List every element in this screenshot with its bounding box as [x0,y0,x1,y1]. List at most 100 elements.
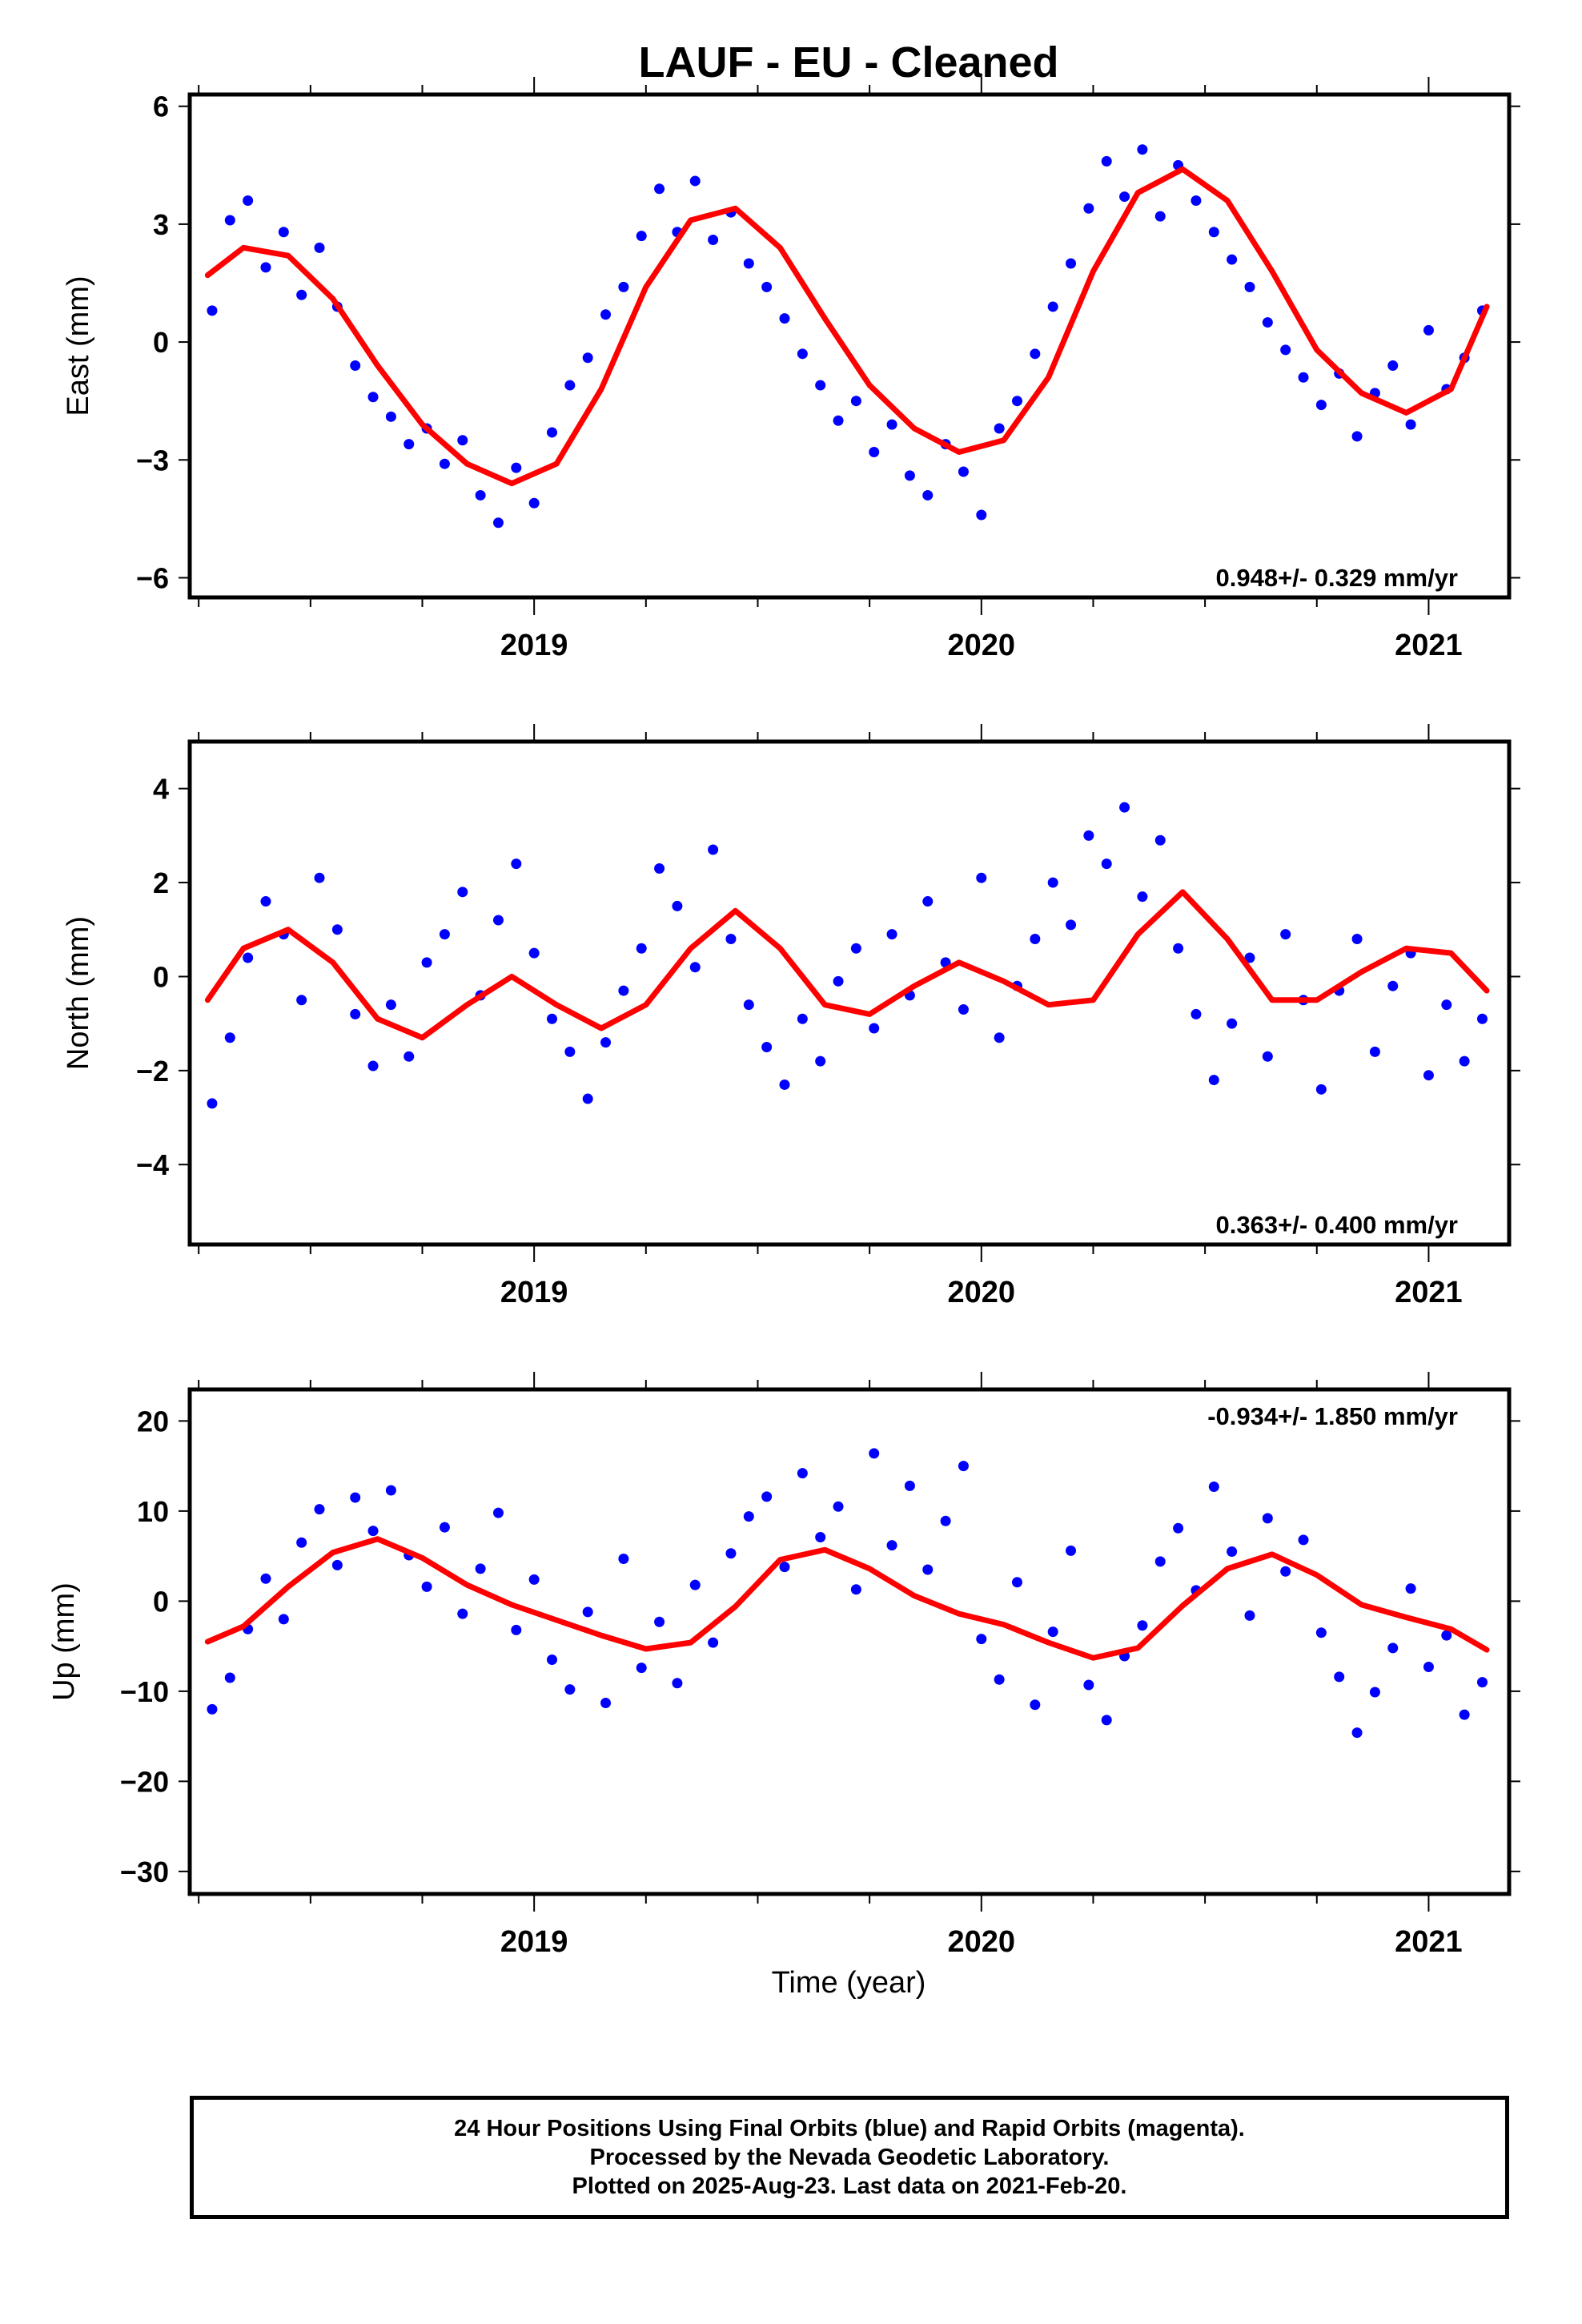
panel-3-data-point [1351,1727,1363,1739]
panel-1-data-point [1066,258,1077,269]
panel-1-data-point [1405,419,1416,430]
panel-1-data-point [314,242,325,253]
panel-3-data-point [725,1548,737,1559]
panel-1-data-point [654,183,665,195]
panel-1-data-point [1191,195,1202,206]
panel-3-data-point [224,1672,235,1683]
panel-1-data-point [1315,400,1327,411]
panel-3-data-point [708,1637,719,1648]
panel-3-y-tick-label: −20 [120,1765,169,1798]
panel-2-data-point [511,858,522,870]
panel-1-data-point [1387,360,1399,372]
panel-1-data-point [976,509,987,521]
panel-3-data-point [618,1554,629,1564]
panel-3-data-point [492,1507,504,1518]
panel-1-data-point [708,235,719,246]
panel-3-data-point [1083,1679,1094,1691]
panel-1-data-point [1047,301,1058,312]
panel-3-data-point [1137,1620,1148,1631]
panel-1-data-point [1244,281,1255,292]
panel-2-data-point [331,924,343,935]
panel-3-data-point [743,1511,754,1522]
panel-3-data-point [475,1563,486,1574]
panel-3-data-point [564,1684,576,1695]
x-axis-label: Time (year) [772,1966,926,2000]
panel-2-data-point [1387,980,1399,991]
panel-1-x-tick-label: 2020 [948,629,1016,662]
panel-3-data-point [689,1579,701,1590]
panel-3-data-point [1066,1545,1077,1556]
panel-1-data-point [1280,344,1291,356]
panel-1-data-point [404,439,415,450]
panel-2-data-point [243,952,254,963]
panel-1-data-point [385,411,396,422]
panel-1-rate-annotation: 0.948+/- 0.329 mm/yr [1216,564,1458,592]
panel-3-data-point [1208,1482,1219,1492]
panel-3-data-point [958,1461,969,1472]
panel-2-y-tick-label: 0 [153,960,169,993]
panel-3-y-tick-label: 0 [153,1585,169,1618]
panel-3-data-point [439,1522,450,1533]
panel-1-data-point [1137,144,1148,155]
panel-1: 2019 2020 2021 6 3 0 −3 −6 East (mm) 0.948+/- 0.3… [62,77,1520,662]
panel-1-data-point [278,227,289,238]
panel-2-y-tick-label: 2 [153,866,169,899]
panel-1-y-tick-label: −6 [136,561,169,594]
panel-3-x-tick-label: 2019 [500,1925,568,1959]
panel-3-data-point [672,1678,683,1689]
panel-3-data-point [457,1608,468,1619]
panel-2-model-curve [204,889,1490,1041]
panel-3-data-point [1441,1630,1452,1641]
panel-1-data-point [833,415,844,426]
panel-1-x-tick-label: 2019 [500,629,568,662]
panel-2-data-point [1137,891,1148,903]
panel-1-data-point [779,313,790,324]
panel-2-data-point [1262,1051,1273,1062]
panel-2-y-tick-label: 4 [153,773,169,806]
panel-3-data-point [761,1491,773,1502]
panel-2-data-point [1351,934,1363,945]
panel-1-data-point [1351,431,1363,442]
panel-1-model-curve [204,166,1490,487]
panel-3-data-point [1244,1610,1255,1621]
panel-3-data-point [1334,1671,1345,1683]
panel-3-data-point [207,1703,218,1715]
panel-3-data-point [260,1573,271,1584]
panel-2-data-point [1280,929,1291,940]
panel-2-y-tick-label: −2 [136,1055,169,1088]
panel-2-data-point [528,947,540,959]
panel-2-data-point [457,887,468,898]
panel-3-data-point [976,1634,987,1645]
footer-line-1: 24 Hour Positions Using Final Orbits (bl… [454,2116,1245,2141]
panel-3-data-point [1459,1709,1470,1720]
panel-3-data-point [833,1501,844,1512]
panel-3-y-tick-label: 10 [137,1495,169,1528]
panel-1-data-point [886,419,897,430]
panel-2-plot-area [204,802,1490,1109]
panel-2-data-point [260,896,271,907]
panel-3-rate-annotation: -0.934+/- 1.850 mm/yr [1207,1402,1458,1430]
footer-line-3: Plotted on 2025-Aug-23. Last data on 202… [572,2173,1127,2199]
panel-2-data-point [1030,934,1041,945]
panel-3-data-point [511,1624,522,1635]
panel-1-plot-area [204,144,1490,529]
panel-2-x-tick-label: 2020 [948,1276,1016,1309]
panel-2-data-point [1244,952,1255,963]
panel-2-data-point [618,985,629,996]
panel-2-data-point [207,1098,218,1109]
panel-3-data-point [922,1564,934,1575]
panel-2-data-point [815,1055,826,1067]
panel-2-data-point [1083,830,1094,841]
panel-2-data-point [600,1037,612,1048]
panel-1-data-point [600,309,612,320]
panel-3-data-point [1298,1534,1309,1546]
panel-1-data-point [243,195,254,206]
panel-3-x-tick-label: 2020 [948,1925,1016,1959]
panel-1-data-point [1119,191,1130,203]
panel-3-data-point [815,1532,826,1542]
panel-3-data-point [904,1480,915,1491]
footer-box: 24 Hour Positions Using Final Orbits (bl… [190,2096,1509,2219]
panel-2-data-point [582,1093,593,1104]
panel-2-data-point [761,1041,773,1052]
panel-2-data-point [922,896,934,907]
